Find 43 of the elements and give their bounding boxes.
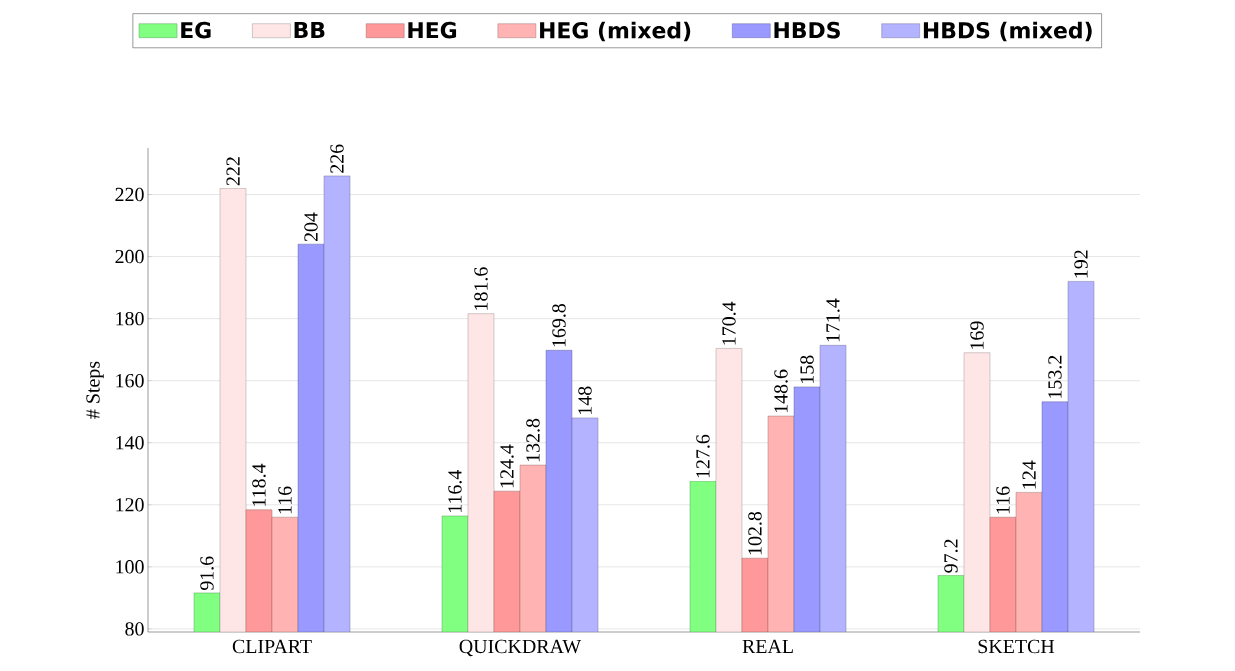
- legend-label: EG: [181, 21, 211, 39]
- data-label: 158: [800, 355, 814, 383]
- data-label: 97.2: [944, 539, 958, 573]
- data-label: 124.4: [500, 444, 514, 488]
- y-tick-label: 220: [115, 187, 144, 202]
- legend-label: HBDS (mixed): [923, 21, 1092, 42]
- x-tick-label: REAL: [742, 639, 793, 653]
- legend-label: BB: [294, 21, 325, 38]
- x-tick-label: QUICKDRAW: [459, 639, 582, 657]
- data-label: 204: [304, 212, 318, 242]
- data-label: 127.6: [696, 434, 710, 478]
- data-label: 116.4: [448, 469, 462, 513]
- y-tick-label: 120: [116, 498, 144, 512]
- data-label: 102.8: [748, 511, 762, 555]
- y-tick-label: 160: [116, 373, 144, 388]
- data-label: 226: [330, 144, 344, 173]
- data-label: 169: [970, 321, 984, 349]
- data-label: 91.6: [200, 556, 214, 591]
- data-label: 116: [278, 486, 292, 514]
- legend-label: HEG (mixed): [540, 21, 691, 42]
- legend-label: HBDS: [774, 21, 840, 39]
- data-label: 132.8: [526, 418, 540, 462]
- data-label: 148.6: [774, 369, 788, 413]
- data-label: 148: [578, 386, 592, 414]
- data-label: 192: [1074, 250, 1088, 278]
- x-tick-label: SKETCH: [978, 639, 1055, 654]
- x-tick-label: CLIPART: [232, 639, 312, 654]
- data-label: 171.4: [826, 298, 840, 342]
- legend-label: HEG: [408, 21, 457, 39]
- data-label: 222: [226, 157, 240, 186]
- data-label: 124: [1022, 460, 1036, 489]
- y-axis-title: # Steps: [86, 361, 104, 419]
- data-label: 153.2: [1048, 355, 1062, 398]
- data-label: 169.8: [552, 304, 566, 347]
- data-label: 170.4: [722, 301, 736, 345]
- y-tick-label: 80: [125, 622, 144, 636]
- data-label: 116: [996, 486, 1010, 514]
- y-tick-label: 100: [116, 560, 144, 574]
- data-label: 118.4: [252, 463, 266, 506]
- y-tick-label: 180: [116, 311, 144, 326]
- data-label: 181.6: [474, 267, 488, 310]
- y-tick-label: 140: [116, 436, 144, 450]
- y-tick-label: 200: [115, 249, 144, 264]
